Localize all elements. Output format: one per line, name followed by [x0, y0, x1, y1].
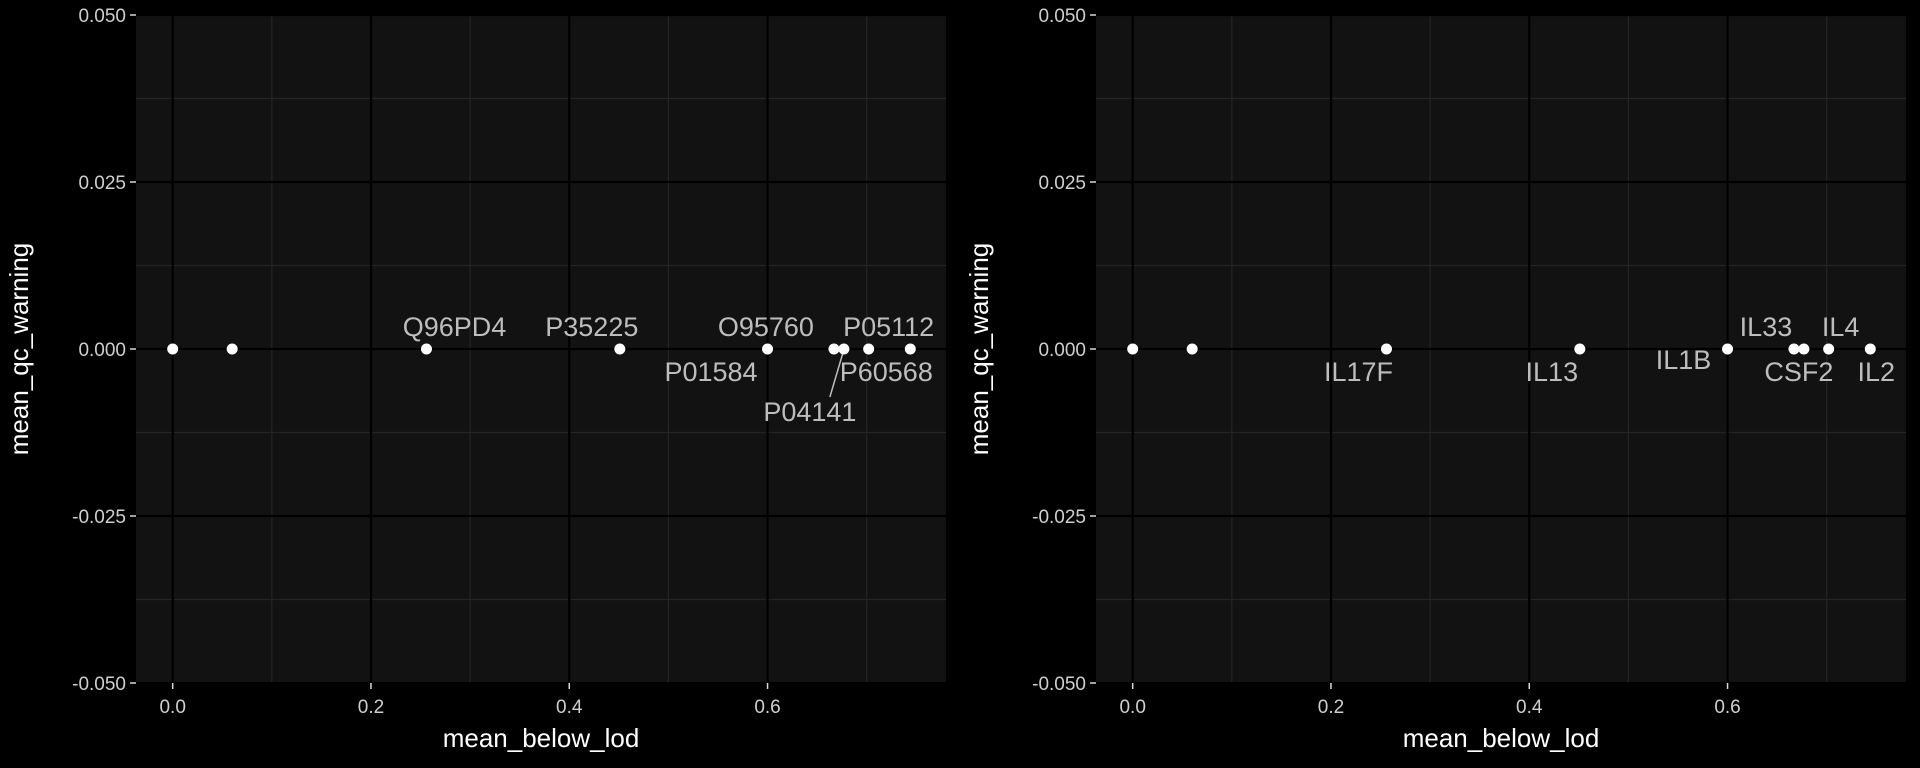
x-tick-label: 0.6	[1714, 697, 1740, 718]
x-tick-label: 0.4	[1516, 697, 1543, 718]
data-point	[1823, 343, 1835, 355]
data-point	[1186, 343, 1198, 355]
data-point	[226, 343, 238, 355]
data-point	[904, 343, 916, 355]
x-axis-title: mean_below_lod	[443, 723, 640, 753]
data-point	[1798, 343, 1810, 355]
point-label: Q96PD4	[403, 312, 507, 342]
y-tick-label: 0.000	[1038, 340, 1086, 361]
data-point	[838, 343, 850, 355]
data-point	[762, 343, 774, 355]
y-tick-label: -0.050	[72, 674, 126, 695]
point-label: IL13	[1526, 357, 1579, 387]
point-label: P01584	[664, 357, 757, 387]
data-point	[1722, 343, 1734, 355]
point-label: P04141	[763, 397, 856, 427]
x-tick-label: 0.6	[754, 697, 780, 718]
data-point	[828, 343, 840, 355]
data-point	[1380, 343, 1392, 355]
x-tick-label: 0.0	[159, 697, 185, 718]
point-label: IL2	[1858, 357, 1896, 387]
y-tick-label: 0.050	[78, 6, 126, 27]
point-label: P60568	[840, 357, 933, 387]
point-label: IL17F	[1324, 357, 1393, 387]
y-tick-label: 0.000	[78, 340, 126, 361]
point-label: CSF2	[1764, 357, 1833, 387]
y-axis-title: mean_qc_warning	[4, 243, 34, 455]
y-tick-label: 0.050	[1038, 6, 1086, 27]
point-label: IL4	[1822, 312, 1860, 342]
data-point	[614, 343, 626, 355]
point-label: IL33	[1740, 312, 1793, 342]
point-label: P35225	[545, 312, 638, 342]
y-tick-label: -0.025	[72, 507, 126, 528]
data-point	[1864, 343, 1876, 355]
data-point	[863, 343, 875, 355]
x-axis-title: mean_below_lod	[1403, 723, 1600, 753]
point-label: O95760	[718, 312, 814, 342]
point-label: IL1B	[1656, 345, 1712, 375]
x-tick-label: 0.0	[1119, 697, 1145, 718]
x-tick-label: 0.2	[358, 697, 384, 718]
point-label: P05112	[843, 312, 934, 342]
data-point	[1574, 343, 1586, 355]
y-axis-title: mean_qc_warning	[964, 243, 994, 455]
y-tick-label: -0.050	[1032, 674, 1086, 695]
data-point	[167, 343, 179, 355]
x-tick-label: 0.2	[1318, 697, 1344, 718]
data-point	[1127, 343, 1139, 355]
data-point	[1788, 343, 1800, 355]
label-leader-line	[829, 352, 844, 398]
y-tick-label: 0.025	[78, 173, 126, 194]
scatter-panel-right: -0.050 -0.025 0.000 0.025 0.050 0.0 0.2 0.4 0.6 m…	[964, 6, 1906, 753]
data-point	[420, 343, 432, 355]
x-tick-label: 0.4	[556, 697, 583, 718]
y-tick-label: -0.025	[1032, 507, 1086, 528]
y-tick-label: 0.025	[1038, 173, 1086, 194]
scatter-panel-left: -0.050 -0.025 0.000 0.025 0.050 0.0 0.2 0.4 0.6 m…	[4, 6, 946, 753]
